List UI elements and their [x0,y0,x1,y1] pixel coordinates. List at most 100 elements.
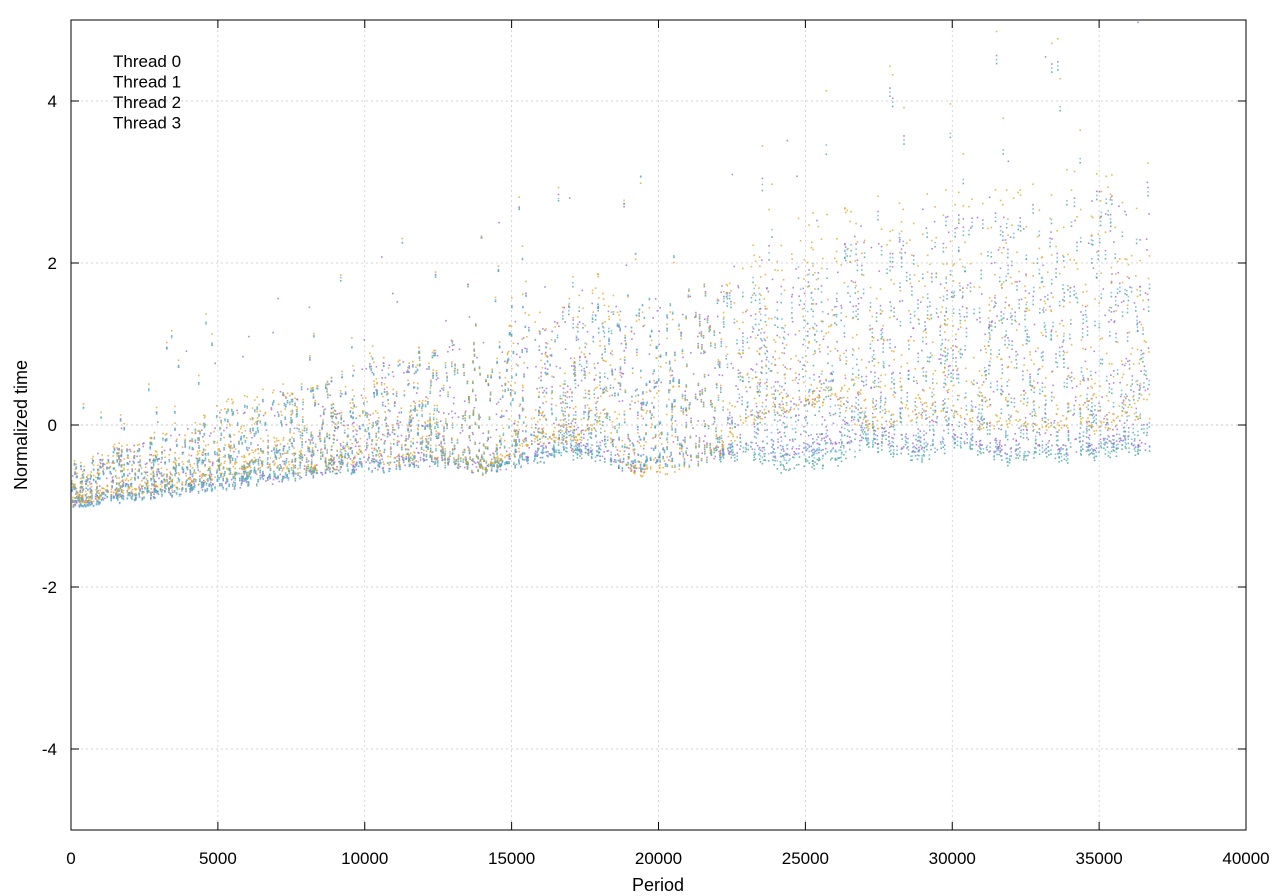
data-point [1024,290,1027,292]
data-point [639,466,642,468]
data-point [818,390,821,392]
data-point [1032,303,1034,306]
data-point [490,464,492,467]
data-point [650,417,652,420]
data-point [392,375,395,378]
data-point [889,338,891,341]
data-point [1014,433,1016,435]
data-point [1094,449,1097,452]
data-point [162,437,164,440]
data-point [855,396,857,399]
data-point [825,396,827,398]
data-point [563,306,565,309]
data-point [486,464,489,467]
data-point [825,425,827,428]
data-point [92,468,95,471]
data-point [875,312,878,314]
data-point [857,392,859,395]
data-point [601,439,603,442]
data-point [634,401,636,404]
data-point [294,402,296,405]
data-point [753,425,756,428]
data-point [438,433,441,435]
data-point [793,453,796,456]
data-point [155,489,157,492]
data-point [971,225,973,228]
data-point [814,333,816,336]
data-point [912,442,914,445]
data-point [493,456,495,459]
data-point [931,382,934,384]
data-point [276,467,278,469]
data-point [216,475,219,477]
data-point [323,413,325,415]
data-point [612,386,615,389]
data-point [840,446,842,448]
data-point [197,490,200,493]
data-point [795,448,798,450]
data-point [844,259,847,262]
data-point [921,461,923,463]
data-point [798,373,800,376]
data-point [1055,444,1058,446]
data-point [619,371,622,374]
data-point [669,380,671,382]
data-point [191,486,193,489]
data-point [1113,320,1116,322]
data-point [875,320,878,322]
data-point [886,272,888,274]
data-point [769,370,772,372]
data-point [256,427,259,429]
data-point [921,349,923,352]
data-point [627,437,629,440]
data-point [1142,352,1144,355]
data-point [594,367,596,369]
data-point [946,298,948,300]
data-point [189,476,191,479]
data-point [569,434,572,436]
data-point [424,405,427,408]
data-point [74,504,77,507]
data-point [514,450,517,453]
data-point [1104,314,1106,317]
data-point [766,288,768,290]
data-point [463,400,466,402]
data-point [451,441,453,444]
data-point [852,305,855,308]
data-point [485,462,488,464]
data-point [336,454,338,456]
data-point [487,376,489,378]
data-point [659,356,662,358]
data-point [874,379,876,382]
data-point [1049,237,1051,240]
data-point [939,283,942,286]
data-point [993,306,995,309]
data-point [926,360,929,362]
data-point [803,364,806,367]
data-point [1050,231,1052,233]
data-point [802,376,804,378]
data-point [850,440,852,442]
data-point [335,416,337,418]
data-point [1018,307,1020,309]
data-point [949,364,951,367]
data-point [1062,339,1065,341]
data-point [514,392,516,395]
data-point [573,361,576,363]
data-point [1111,392,1113,395]
data-point [311,439,313,441]
data-point [752,328,755,330]
data-point [1014,319,1016,322]
data-point [858,439,861,442]
data-point [579,455,581,457]
data-point [1065,453,1067,455]
data-point [909,313,912,316]
data-point [383,362,385,365]
data-point [542,328,544,330]
data-point [826,429,828,432]
data-point [366,447,368,449]
data-point [931,419,933,422]
data-point [227,419,229,421]
data-point [727,449,730,452]
data-point [473,343,475,346]
